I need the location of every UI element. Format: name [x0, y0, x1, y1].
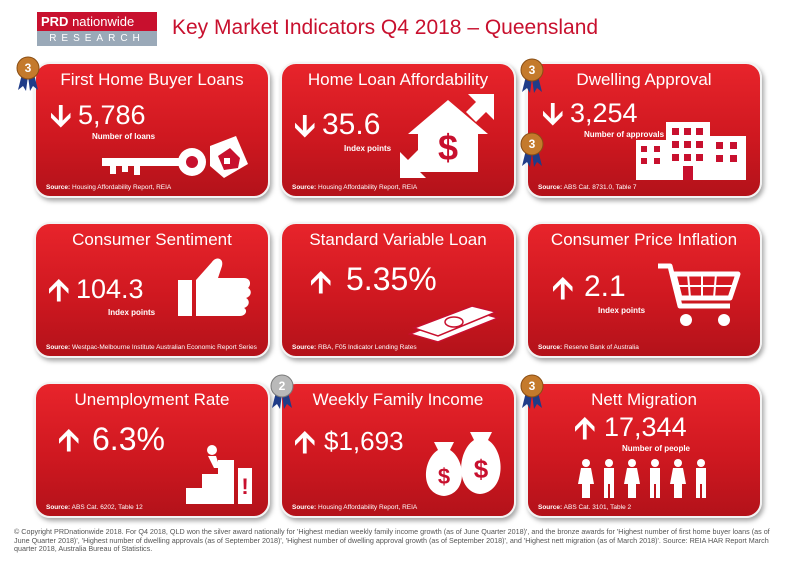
bronze-medal-icon: 3	[520, 58, 544, 93]
up-arrow-icon: 🡩	[48, 274, 70, 307]
card-source: Source: Housing Affordability Report, RE…	[46, 184, 172, 191]
card-value: 2.1	[584, 270, 626, 303]
card-source: Source: Reserve Bank of Australia	[538, 344, 639, 351]
card-title: Nett Migration	[591, 390, 697, 409]
down-arrow-icon: 🡫	[542, 98, 564, 131]
bronze-medal-icon: 3	[520, 374, 544, 409]
silver-medal-icon: 2	[270, 374, 294, 409]
card-value: 3,254	[570, 98, 638, 128]
page-title: Key Market Indicators Q4 2018 – Queensla…	[172, 16, 599, 39]
buildings-icon	[636, 122, 746, 180]
medal-rank: 2	[279, 379, 286, 393]
card-value: 5,786	[78, 100, 146, 130]
card-sublabel: Number of approvals	[584, 130, 665, 139]
up-arrow-icon: 🡩	[574, 412, 596, 445]
card-source: Source: ABS Cat. 8731.0, Table 7	[538, 184, 637, 191]
card-source: Source: Westpac-Melbourne Institute Aust…	[46, 344, 257, 351]
card-title: First Home Buyer Loans	[60, 70, 244, 89]
medal-rank: 3	[529, 137, 536, 151]
card-sublabel: Index points	[598, 306, 646, 315]
card-standard-variable-loan: Standard Variable Loan 🡩 5.35% Source: R…	[280, 222, 516, 358]
card-title: Weekly Family Income	[312, 390, 484, 409]
footer-disclaimer: © Copyright PRDnationwide 2018. For Q4 2…	[14, 527, 770, 553]
money-icon	[408, 305, 500, 343]
card-title: Standard Variable Loan	[309, 230, 487, 249]
card-value: 17,344	[604, 412, 687, 442]
logo-research: RESEARCH	[37, 31, 157, 46]
card-sublabel: Number of loans	[92, 132, 156, 141]
svg-text:$: $	[474, 454, 489, 484]
card-value: 104.3	[76, 274, 144, 304]
card-title: Dwelling Approval	[576, 70, 712, 89]
card-dwelling-approval: Dwelling Approval 🡫 3,254 Number of appr…	[526, 62, 762, 198]
card-consumer-price-inflation: Consumer Price Inflation 🡩 2.1 Index poi…	[526, 222, 762, 358]
logo-brand: PRD nationwide	[37, 12, 157, 31]
card-sublabel: Number of people	[622, 444, 691, 453]
card-source: Source: ABS Cat. 6202, Table 12	[46, 504, 143, 511]
card-source: Source: RBA, F05 Indicator Lending Rates	[292, 344, 417, 351]
svg-text:$: $	[438, 127, 458, 168]
card-consumer-sentiment: Consumer Sentiment 🡩 104.3 Index points …	[34, 222, 270, 358]
card-sublabel: Index points	[108, 308, 156, 317]
key-house-icon	[102, 136, 248, 178]
card-value: 5.35%	[346, 261, 437, 297]
shopping-cart-icon	[658, 263, 741, 326]
dollar-house-icon: $	[400, 94, 494, 178]
card-source: Source: Housing Affordability Report, RE…	[292, 184, 418, 191]
card-value: 6.3%	[92, 421, 165, 457]
prd-logo: PRD nationwide RESEARCH	[37, 12, 157, 46]
card-title: Unemployment Rate	[74, 390, 230, 409]
card-title: Home Loan Affordability	[307, 70, 489, 89]
down-arrow-icon: 🡫	[294, 110, 316, 143]
stairs-person-icon: !	[186, 445, 252, 504]
card-weekly-family-income: Weekly Family Income 🡩 $1,693 $ $ Source…	[280, 382, 516, 518]
card-sublabel: Index points	[344, 144, 392, 153]
card-unemployment-rate: Unemployment Rate 🡩 6.3% ! Source: ABS C…	[34, 382, 270, 518]
medal-rank: 3	[529, 379, 536, 393]
up-arrow-icon: 🡩	[552, 272, 574, 305]
up-arrow-icon: 🡩	[58, 424, 80, 457]
card-value: $1,693	[324, 426, 404, 456]
card-source: Source: ABS Cat. 3101, Table 2	[538, 504, 632, 511]
svg-text:!: !	[241, 474, 248, 499]
up-arrow-icon: 🡩	[294, 426, 316, 459]
up-arrow-icon: 🡩	[310, 266, 332, 299]
bronze-medal-icon: 3	[16, 56, 40, 91]
card-title: Consumer Sentiment	[72, 230, 232, 249]
svg-text:$: $	[438, 464, 450, 489]
down-arrow-icon: 🡫	[50, 100, 72, 133]
people-icon	[578, 459, 706, 498]
card-value: 35.6	[322, 108, 381, 141]
card-home-loan-affordability: Home Loan Affordability 🡫 35.6 Index poi…	[280, 62, 516, 198]
bronze-medal-icon: 3	[520, 132, 544, 167]
medal-rank: 3	[25, 61, 32, 75]
money-bags-icon: $ $	[425, 432, 501, 496]
card-source: Source: Housing Affordability Report, RE…	[292, 504, 418, 511]
thumbs-up-icon	[178, 258, 251, 316]
card-title: Consumer Price Inflation	[550, 230, 738, 249]
medal-rank: 3	[529, 63, 536, 77]
card-first-home-buyer-loans: First Home Buyer Loans 🡫 5,786 Number of…	[34, 62, 270, 198]
card-nett-migration: Nett Migration 🡩 17,344 Number of people…	[526, 382, 762, 518]
